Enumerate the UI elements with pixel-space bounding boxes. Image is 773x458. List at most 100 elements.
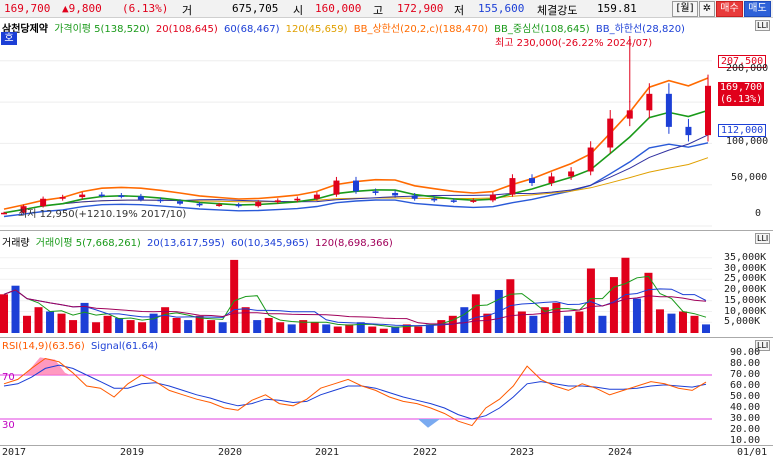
volume-bar (80, 302, 89, 333)
volume-value: 675,705 (232, 2, 279, 15)
legend-vol-ma60: 60(10,345,965) (231, 238, 309, 249)
legend-ma60: 60(68,467) (223, 24, 280, 35)
volume-bar (253, 320, 262, 333)
panel-menu-price[interactable]: LLI (755, 20, 771, 31)
volume-bar (23, 315, 32, 333)
volume-bar (218, 322, 227, 333)
volume-bar (264, 317, 273, 333)
volume-bar (103, 315, 112, 333)
rsi-ytick: 60.00 (730, 380, 761, 391)
candle-body (450, 200, 457, 202)
candle-body (216, 204, 223, 207)
volume-bar (345, 324, 354, 333)
high-value: 172,900 (397, 2, 444, 15)
volume-ma20-line (3, 288, 707, 327)
volume-bar (34, 307, 43, 333)
volume-bar (402, 324, 411, 333)
strength-value: 159.81 (597, 2, 637, 15)
rsi-legend: RSI(14,9)(63.56) Signal(61.64) (2, 341, 161, 352)
rsi-ytick: 80.00 (730, 358, 761, 369)
candle-body (118, 195, 125, 197)
open-value: 160,000 (315, 2, 362, 15)
volume-label: 거 (182, 4, 193, 17)
legend-ma120: 120(45,659) (285, 24, 348, 35)
panel-separator[interactable] (0, 230, 773, 231)
price-tag-current-pct: (6.13%) (720, 94, 763, 105)
candle-body (79, 194, 86, 198)
price-ytick: 0 (755, 208, 762, 219)
ticker-prefix-badge[interactable]: 호 (1, 32, 17, 45)
legend-rsi: RSI(14,9)(63.56) (2, 341, 85, 352)
volume-bar (11, 285, 20, 333)
volume-bar (276, 322, 285, 333)
panel-menu-rsi[interactable]: LLI (755, 340, 771, 351)
volume-bar (149, 313, 158, 333)
volume-legend: 거래량 거래이평 5(7,668,261) 20(13,617,595) 60(… (2, 234, 396, 249)
rsi-oversold-fill (418, 419, 440, 428)
rsi-ytick: 30.00 (730, 413, 761, 424)
rsi-ytick: 90.00 (730, 347, 761, 358)
x-tick: 2024 (608, 447, 633, 458)
price-tag-current-value: 169,700 (720, 82, 763, 93)
volume-bar (379, 328, 388, 333)
rsi-chart (0, 357, 712, 428)
buy-button[interactable]: 매수 (716, 1, 743, 17)
candle-body (313, 194, 320, 199)
volume-bar (471, 294, 480, 333)
volume-bar (483, 313, 492, 333)
x-tick: 2021 (315, 447, 340, 458)
sell-button[interactable]: 매도 (744, 1, 771, 17)
price-tag-high: 207,500 (718, 55, 767, 68)
panel-menu-volume[interactable]: LLI (755, 233, 771, 244)
strength-label: 체결강도 (537, 4, 578, 17)
legend-ma20: 20(108,645) (155, 24, 218, 35)
volume-bar (57, 313, 66, 333)
candle-body (411, 195, 418, 199)
panel-separator[interactable] (0, 337, 773, 338)
candle-body (489, 194, 496, 201)
volume-bar (667, 313, 676, 333)
volume-bar (287, 324, 296, 333)
bb-mid-line (3, 109, 709, 214)
volume-bar (414, 326, 423, 333)
volume-bar (46, 311, 55, 333)
x-tick: 2023 (510, 447, 535, 458)
volume-ytick: 15,000K (724, 294, 767, 306)
candle-body (294, 198, 301, 201)
volume-bar (702, 324, 710, 333)
volume-bar (161, 307, 170, 333)
x-tick: 01/01 (737, 447, 768, 458)
x-tick: 2019 (120, 447, 145, 458)
price-tag-current: 169,700 (6.13%) (718, 82, 765, 106)
period-button[interactable]: [월] (672, 1, 698, 17)
candle-body (333, 180, 340, 195)
low-label: 저 (454, 4, 465, 17)
candle-body (705, 85, 711, 136)
rsi-overbought-fill (25, 357, 70, 375)
candle-body (177, 201, 183, 204)
volume-bar (241, 307, 250, 333)
rsi-level-high: 70 (2, 372, 15, 383)
volume-ytick: 5,000K (724, 316, 761, 328)
candle-body (431, 198, 438, 201)
volume-bar (586, 268, 595, 333)
volume-bar (575, 311, 584, 333)
gear-icon[interactable]: ✲ (699, 1, 715, 17)
candle-body (353, 180, 359, 192)
legend-bb-upper: BB_상한선(20,2,c)(188,470) (353, 24, 488, 35)
volume-ytick: 20,000K (724, 284, 767, 295)
rsi-level-low: 30 (2, 420, 15, 431)
volume-bar (621, 257, 630, 333)
volume-bar (299, 320, 308, 333)
volume-bar (69, 320, 78, 333)
volume-bar (552, 302, 561, 333)
candle-body (255, 202, 262, 207)
volume-bar (529, 315, 538, 333)
volume-bar (540, 307, 549, 333)
legend-bb-lower: BB_하한선(28,820) (595, 24, 685, 35)
volume-bar (678, 311, 687, 333)
candle-body (20, 206, 27, 213)
open-label: 시 (293, 4, 304, 17)
candle-body (235, 204, 242, 207)
volume-ytick: 30,000K (724, 262, 767, 274)
